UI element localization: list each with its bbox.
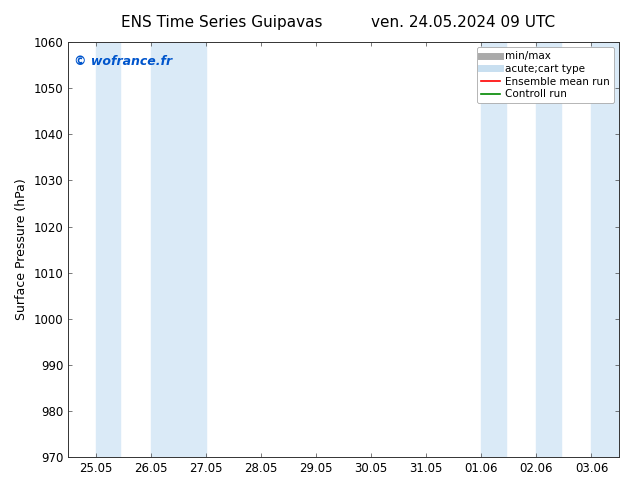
Text: © wofrance.fr: © wofrance.fr: [74, 54, 172, 68]
Y-axis label: Surface Pressure (hPa): Surface Pressure (hPa): [15, 179, 28, 320]
Bar: [151, 42, 206, 457]
Bar: [481, 42, 506, 457]
Text: ENS Time Series Guipavas: ENS Time Series Guipavas: [121, 15, 323, 30]
Legend: min/max, acute;cart type, Ensemble mean run, Controll run: min/max, acute;cart type, Ensemble mean …: [477, 47, 614, 103]
Bar: [96, 42, 120, 457]
Bar: [536, 42, 561, 457]
Text: ven. 24.05.2024 09 UTC: ven. 24.05.2024 09 UTC: [371, 15, 555, 30]
Bar: [592, 42, 619, 457]
